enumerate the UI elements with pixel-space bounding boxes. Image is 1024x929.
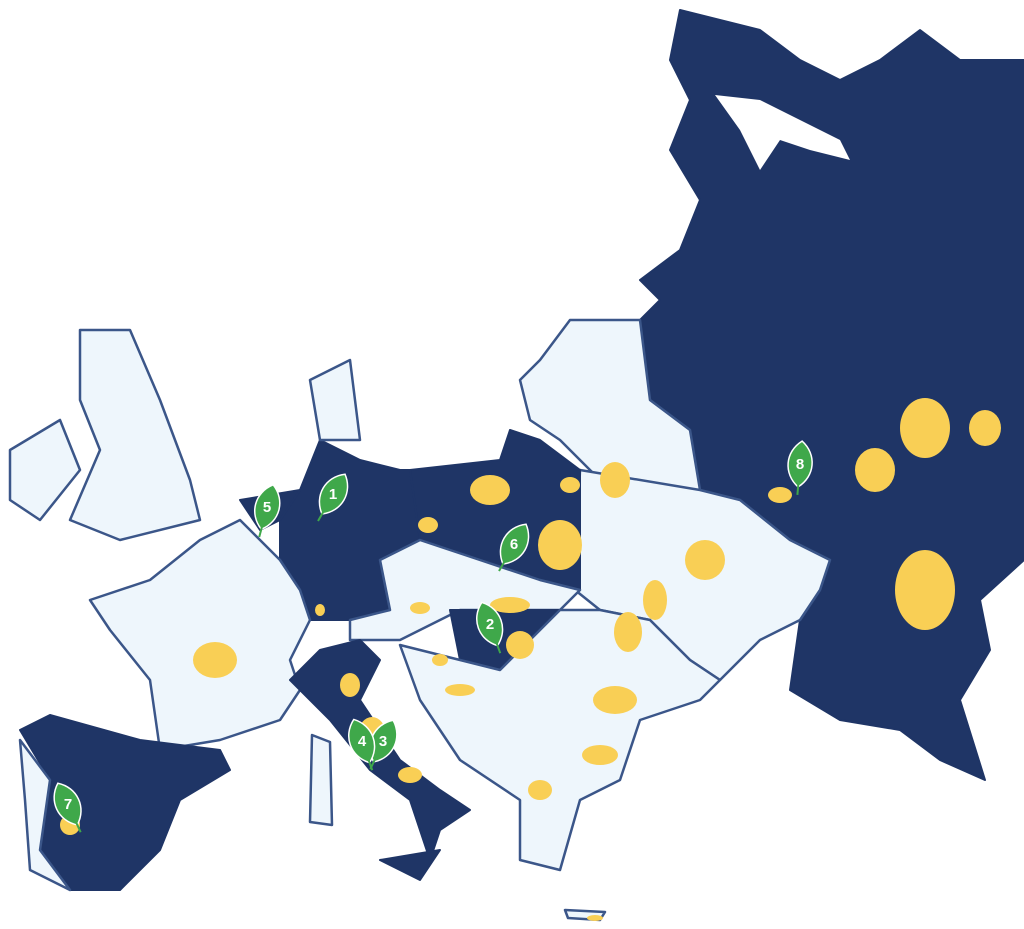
leaf-marker: 8: [787, 440, 813, 495]
leaf-stem: [74, 820, 82, 833]
region: [768, 487, 792, 503]
marker-label: 6: [510, 536, 518, 553]
region: [418, 517, 438, 533]
region: [685, 540, 725, 580]
region: [470, 475, 510, 505]
region: [895, 550, 955, 630]
region: [506, 631, 534, 659]
marker-label: 3: [379, 733, 387, 750]
region: [600, 462, 630, 498]
region: [560, 477, 580, 493]
region: [969, 410, 1001, 446]
france: [88, 518, 312, 752]
portugal: [18, 738, 72, 892]
region: [593, 686, 637, 714]
region: [587, 915, 603, 921]
white-sea: [715, 95, 850, 170]
region: [432, 654, 448, 666]
marker-label: 4: [358, 733, 367, 750]
marker-label: 1: [329, 486, 337, 503]
marker-label: 2: [486, 616, 494, 633]
region: [528, 780, 552, 800]
region: [340, 673, 360, 697]
marker-label: 7: [64, 796, 72, 813]
region: [614, 612, 642, 652]
region: [445, 684, 475, 696]
markers: 1 2 34 5 6 7 8: [53, 440, 813, 833]
sardinia-corsica: [308, 733, 334, 827]
regions: [60, 398, 1001, 921]
region: [315, 604, 325, 616]
denmark: [308, 358, 362, 442]
marker-label: 8: [796, 456, 804, 473]
leaf-marker: 2: [476, 601, 504, 654]
leaf-marker: 6: [498, 523, 530, 572]
united-kingdom: [68, 328, 202, 542]
leaf-marker: 4: [348, 718, 376, 771]
ireland: [8, 418, 82, 522]
region: [643, 580, 667, 620]
leaf-stem: [258, 525, 264, 538]
sicily: [379, 849, 441, 881]
leaf-stem: [498, 560, 506, 572]
region: [855, 448, 895, 492]
balkans: [398, 608, 722, 872]
leaf-stem: [317, 510, 325, 522]
leaf-marker: 1: [317, 473, 349, 522]
region: [900, 398, 950, 458]
leaf-marker: 7: [53, 782, 82, 833]
region: [410, 602, 430, 614]
leaf-stem: [367, 758, 374, 771]
leaf-stem: [495, 641, 502, 654]
region: [538, 520, 582, 570]
region: [490, 597, 530, 613]
leaf-stem: [796, 482, 800, 495]
marker-label: 5: [263, 499, 271, 516]
region: [398, 767, 422, 783]
region: [582, 745, 618, 765]
leaf-marker: 5: [254, 483, 281, 538]
region: [193, 642, 237, 678]
